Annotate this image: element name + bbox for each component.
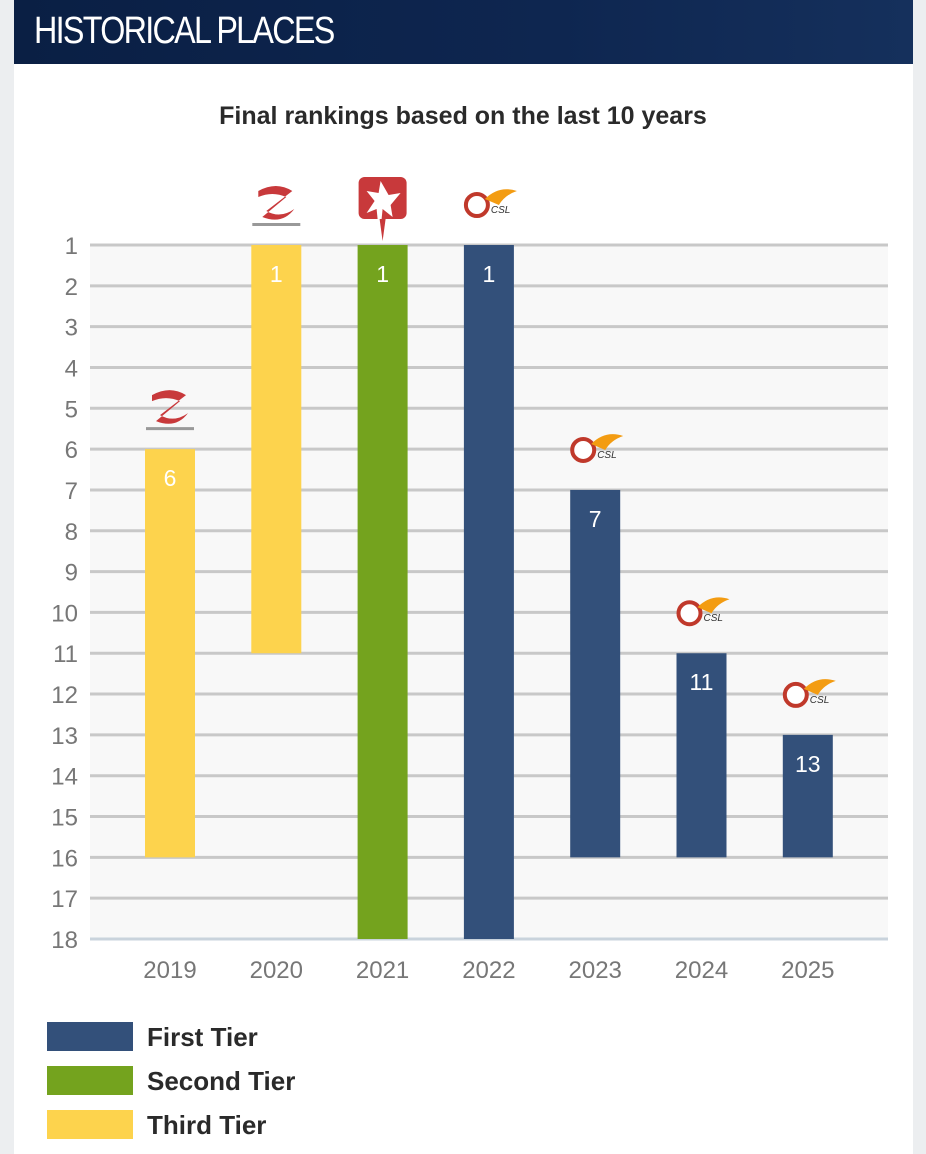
svg-text:CSL: CSL (491, 205, 510, 216)
y-tick-label: 16 (51, 845, 78, 872)
y-tick-label: 18 (51, 927, 78, 954)
csl-logo-icon: CSL (570, 434, 624, 463)
y-tick-label: 15 (51, 805, 78, 832)
csl-logo-icon: CSL (676, 597, 730, 627)
svg-text:CSL: CSL (597, 450, 616, 461)
y-tick-label: 13 (51, 723, 78, 750)
y-tick-label: 7 (65, 478, 78, 505)
china-league-one-logo-icon (358, 177, 407, 241)
y-tick-label: 4 (65, 355, 78, 382)
legend-label: First Tier (147, 1022, 258, 1052)
bar-2024 (676, 653, 727, 858)
data-label: 11 (690, 669, 714, 695)
chart-title: Final rankings based on the last 10 year… (219, 102, 707, 130)
legend-swatch (47, 1022, 133, 1051)
x-tick-label: 2022 (462, 957, 515, 984)
china-league-two-logo-icon (146, 390, 194, 431)
bar-2019 (145, 449, 195, 858)
y-tick-label: 6 (65, 437, 78, 464)
bar-2025 (782, 734, 833, 858)
y-tick-label: 10 (51, 600, 78, 627)
bar-2020 (251, 245, 302, 654)
y-tick-label: 3 (65, 315, 78, 342)
y-tick-label: 5 (65, 396, 78, 423)
x-tick-label: 2023 (569, 957, 622, 984)
x-tick-label: 2019 (143, 957, 196, 984)
data-label: 1 (483, 261, 496, 287)
data-label: 7 (589, 506, 602, 532)
x-tick-label: 2021 (356, 957, 409, 984)
y-tick-label: 1 (65, 233, 78, 260)
bar-2022 (463, 245, 514, 939)
x-tick-label: 2024 (675, 957, 728, 984)
legend-label: Third Tier (147, 1110, 267, 1140)
bar-2021 (357, 245, 408, 939)
y-tick-label: 2 (65, 274, 78, 301)
header-title: HISTORICAL PLACES (34, 10, 335, 52)
y-tick-label: 14 (51, 764, 78, 791)
csl-logo-icon: CSL (463, 189, 517, 218)
legend-label: Second Tier (147, 1066, 296, 1096)
y-tick-label: 17 (51, 886, 78, 913)
csl-logo-icon: CSL (782, 679, 836, 708)
data-label: 1 (376, 261, 389, 287)
svg-text:CSL: CSL (810, 695, 829, 706)
x-tick-label: 2025 (781, 957, 834, 984)
data-label: 6 (164, 465, 177, 491)
header-banner: HISTORICAL PLACES (14, 0, 913, 64)
legend-swatch (47, 1066, 133, 1095)
y-tick-label: 12 (51, 682, 78, 709)
svg-text:CSL: CSL (704, 613, 723, 624)
bar-2023 (570, 489, 621, 858)
y-tick-label: 11 (53, 641, 78, 668)
y-tick-label: 8 (65, 519, 78, 546)
china-league-two-logo-icon (252, 186, 301, 226)
x-tick-label: 2020 (250, 957, 303, 984)
chart-svg: 1234567891011121314151617186201912020120… (51, 177, 888, 984)
y-tick-label: 9 (65, 560, 78, 587)
data-label: 13 (795, 751, 821, 777)
legend-swatch (47, 1110, 133, 1139)
data-label: 1 (270, 261, 283, 287)
